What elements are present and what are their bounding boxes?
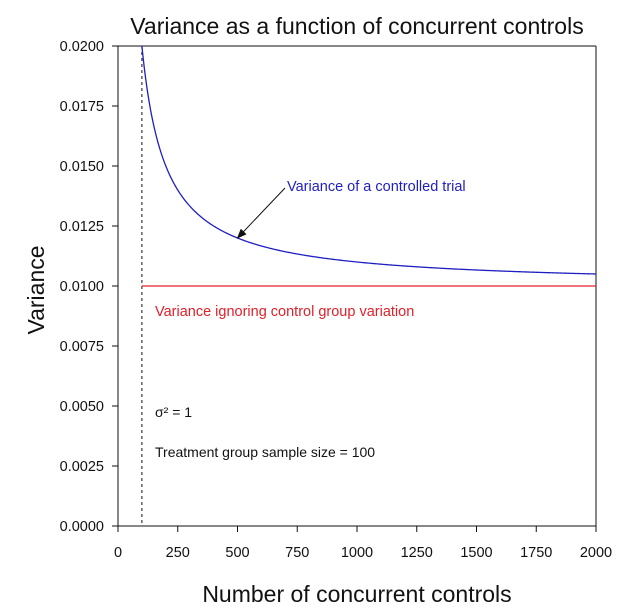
y-tick-label: 0.0200 bbox=[60, 39, 104, 55]
label-controlled-trial: Variance of a controlled trial bbox=[287, 179, 466, 195]
x-tick-label: 1500 bbox=[460, 545, 492, 561]
x-axis-ticks: 0 250 500 750 1000 1250 1500 1750 2000 bbox=[114, 526, 612, 561]
y-tick-label: 0.0150 bbox=[60, 159, 104, 175]
annotation-sigma: σ² = 1 bbox=[155, 404, 192, 420]
series-line-controlled-trial bbox=[141, 45, 597, 275]
x-tick-label: 1000 bbox=[341, 545, 373, 561]
chart-title: Variance as a function of concurrent con… bbox=[130, 13, 583, 39]
x-tick-label: 2000 bbox=[580, 545, 612, 561]
x-tick-label: 750 bbox=[285, 545, 309, 561]
x-tick-label: 500 bbox=[225, 545, 249, 561]
y-tick-label: 0.0100 bbox=[60, 279, 104, 295]
y-tick-label: 0.0050 bbox=[60, 399, 104, 415]
x-tick-label: 250 bbox=[166, 545, 190, 561]
x-tick-label: 1250 bbox=[401, 545, 433, 561]
y-tick-label: 0.0025 bbox=[60, 459, 104, 475]
arrow-controlled-trial bbox=[236, 187, 286, 239]
y-tick-label: 0.0175 bbox=[60, 99, 104, 115]
y-tick-label: 0.0075 bbox=[60, 339, 104, 355]
x-tick-label: 0 bbox=[114, 545, 122, 561]
x-axis-label: Number of concurrent controls bbox=[202, 581, 511, 607]
y-axis-ticks: 0.0000 0.0025 0.0050 0.0075 0.0100 0.0125 0.01… bbox=[60, 39, 118, 535]
x-tick-label: 1750 bbox=[520, 545, 552, 561]
y-tick-label: 0.0125 bbox=[60, 219, 104, 235]
annotation-sample-size: Treatment group sample size = 100 bbox=[155, 444, 375, 460]
y-axis-label: Variance bbox=[23, 245, 49, 334]
label-ignoring-control: Variance ignoring control group variatio… bbox=[155, 304, 414, 320]
y-tick-label: 0.0000 bbox=[60, 519, 104, 535]
